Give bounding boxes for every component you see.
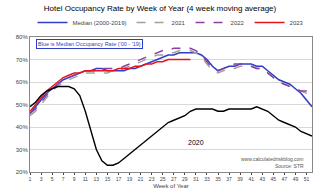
svg-text:80%: 80% <box>16 34 29 40</box>
svg-text:45: 45 <box>271 176 277 182</box>
svg-text:31: 31 <box>193 176 199 182</box>
svg-text:20%: 20% <box>16 169 29 175</box>
svg-text:17: 17 <box>116 176 122 182</box>
svg-text:2022: 2022 <box>231 20 245 26</box>
svg-text:37: 37 <box>226 176 232 182</box>
svg-text:27: 27 <box>171 176 177 182</box>
svg-text:3: 3 <box>40 176 43 182</box>
svg-text:49: 49 <box>293 176 299 182</box>
svg-text:2021: 2021 <box>172 20 186 26</box>
svg-text:21: 21 <box>138 176 144 182</box>
svg-text:Blue is Median Occupancy Rate: Blue is Median Occupancy Rate ('00 - '19… <box>38 41 141 47</box>
svg-text:Median (2000-2019): Median (2000-2019) <box>73 20 127 26</box>
svg-text:1: 1 <box>29 176 32 182</box>
svg-text:Source: STR: Source: STR <box>275 163 304 169</box>
svg-text:35: 35 <box>215 176 221 182</box>
svg-text:9: 9 <box>73 176 76 182</box>
svg-text:33: 33 <box>204 176 210 182</box>
svg-text:39: 39 <box>237 176 243 182</box>
svg-text:60%: 60% <box>16 79 29 85</box>
svg-text:11: 11 <box>83 176 88 182</box>
svg-text:Week of Year: Week of Year <box>153 183 189 189</box>
svg-text:30%: 30% <box>16 147 29 153</box>
svg-text:15: 15 <box>105 176 111 182</box>
svg-text:13: 13 <box>94 176 100 182</box>
svg-text:5: 5 <box>51 176 54 182</box>
svg-text:29: 29 <box>182 176 188 182</box>
svg-text:70%: 70% <box>16 57 29 63</box>
svg-text:Hotel Occupancy Rate by Week o: Hotel Occupancy Rate by Week of Year (4 … <box>44 4 277 13</box>
svg-text:19: 19 <box>127 176 133 182</box>
svg-text:40%: 40% <box>16 124 29 130</box>
svg-text:41: 41 <box>248 176 254 182</box>
svg-text:7: 7 <box>62 176 65 182</box>
svg-text:2020: 2020 <box>188 139 204 146</box>
svg-text:25: 25 <box>160 176 166 182</box>
svg-text:43: 43 <box>259 176 265 182</box>
svg-text:47: 47 <box>282 176 288 182</box>
svg-text:23: 23 <box>149 176 155 182</box>
svg-text:www.calculatedriskblog.com: www.calculatedriskblog.com <box>241 156 304 162</box>
svg-text:50%: 50% <box>16 102 29 108</box>
svg-text:2023: 2023 <box>290 20 304 26</box>
svg-text:51: 51 <box>304 176 310 182</box>
